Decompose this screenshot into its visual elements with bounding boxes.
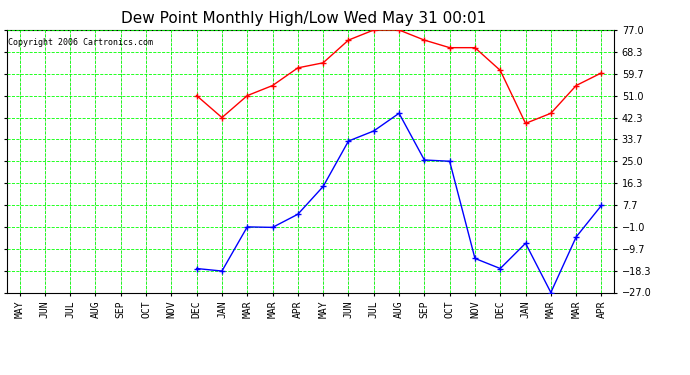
- Text: Dew Point Monthly High/Low Wed May 31 00:01: Dew Point Monthly High/Low Wed May 31 00…: [121, 11, 486, 26]
- Text: Copyright 2006 Cartronics.com: Copyright 2006 Cartronics.com: [8, 38, 153, 47]
